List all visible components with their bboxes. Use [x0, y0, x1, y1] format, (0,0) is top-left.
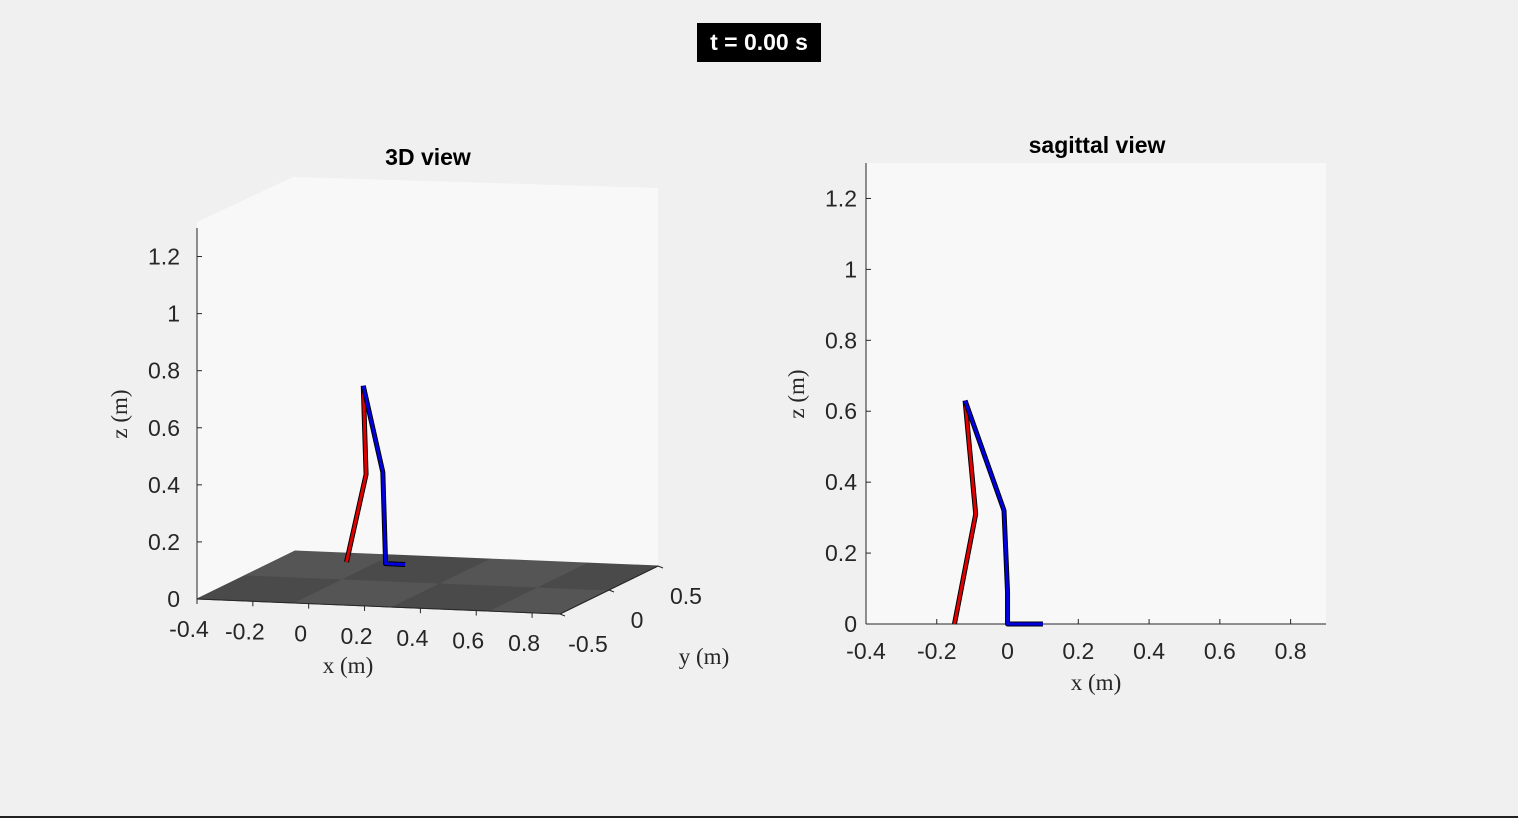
z-tick-label: 1.2	[148, 244, 180, 270]
x-tick-label: -0.2	[917, 638, 957, 664]
z-tick-label: 0.4	[148, 472, 180, 498]
z-tick-label: 1	[167, 301, 180, 327]
panel-sagittal-ticks: 0 0.2 0.4 0.6 0.8 1 1.2 -0.4 -0.2 0 0.2 0.4 0.6 0.8	[825, 185, 1307, 664]
panel-3d-floor	[196, 550, 659, 615]
y-tick-label: -0.5	[568, 631, 608, 657]
panel-sagittal-title: sagittal view	[1029, 132, 1166, 158]
panel-3d-title: 3D view	[385, 144, 471, 170]
panel-sagittal-plot-area	[866, 163, 1326, 624]
y-tick-label: 0	[631, 607, 644, 633]
time-label: t = 0.00 s	[697, 23, 821, 62]
panel-3d-back-wall	[197, 177, 658, 613]
y-tick-label: 0.4	[825, 469, 857, 495]
panel-3d-ticks: 0 0.2 0.4 0.6 0.8 1 1.2 -0.4 -0.2 0 0.2 0.4 0.6 0.8 -0…	[148, 244, 702, 657]
z-tick-label: 0	[167, 586, 180, 612]
x-tick-label: 0.8	[1275, 638, 1307, 664]
panel-3d-ylabel: y (m)	[679, 644, 729, 669]
x-tick-label: 0.4	[1133, 638, 1165, 664]
y-tick-label: 0.5	[670, 583, 702, 609]
panel-sagittal-xlabel: x (m)	[1071, 670, 1121, 695]
leg-segment-sagittal	[963, 400, 1043, 626]
leg-segment-3d	[345, 385, 368, 563]
x-tick-label: -0.4	[169, 616, 209, 642]
y-tick-label: 0	[844, 611, 857, 637]
y-tick-label: 0.2	[825, 540, 857, 566]
x-tick-label: 0.2	[341, 623, 373, 649]
panel-3d-zlabel: z (m)	[107, 389, 132, 438]
panel-sagittal-ylabel: z (m)	[784, 369, 809, 418]
y-tick-mark	[559, 613, 566, 617]
panel-3d: 0 0.2 0.4 0.6 0.8 1 1.2 -0.4 -0.2 0 0.2 0.4 0.6 0.8 -0…	[107, 144, 729, 678]
y-tick-mark	[608, 589, 615, 593]
y-tick-label: 1	[844, 256, 857, 282]
x-tick-label: 0.2	[1062, 638, 1094, 664]
x-tick-label: -0.4	[846, 638, 886, 664]
y-tick-label: 0.6	[825, 398, 857, 424]
y-tick-label: 0.8	[825, 327, 857, 353]
x-tick-label: 0	[294, 621, 307, 647]
x-tick-label: 0	[1001, 638, 1014, 664]
panel-sagittal-legs	[952, 399, 1043, 627]
z-tick-label: 0.6	[148, 415, 180, 441]
z-tick-label: 0.8	[148, 358, 180, 384]
z-tick-label: 0.2	[148, 529, 180, 555]
x-tick-label: 0.4	[396, 625, 428, 651]
panel-sagittal: 0 0.2 0.4 0.6 0.8 1 1.2 -0.4 -0.2 0 0.2 0.4 0.6 0.8 s…	[784, 132, 1326, 695]
y-tick-label: 1.2	[825, 185, 857, 211]
panel-3d-x-axis-line	[196, 598, 561, 615]
leg-segment-sagittal	[952, 400, 978, 625]
x-tick-label: 0.6	[1204, 638, 1236, 664]
x-tick-label: 0.6	[452, 628, 484, 654]
panel-3d-xlabel: x (m)	[323, 653, 373, 678]
x-tick-label: -0.2	[225, 618, 265, 644]
y-tick-mark	[657, 565, 664, 569]
leg-segment-3d	[361, 385, 406, 566]
window-bottom-border	[0, 816, 1518, 818]
panel-3d-legs	[344, 385, 406, 567]
x-tick-label: 0.8	[508, 630, 540, 656]
